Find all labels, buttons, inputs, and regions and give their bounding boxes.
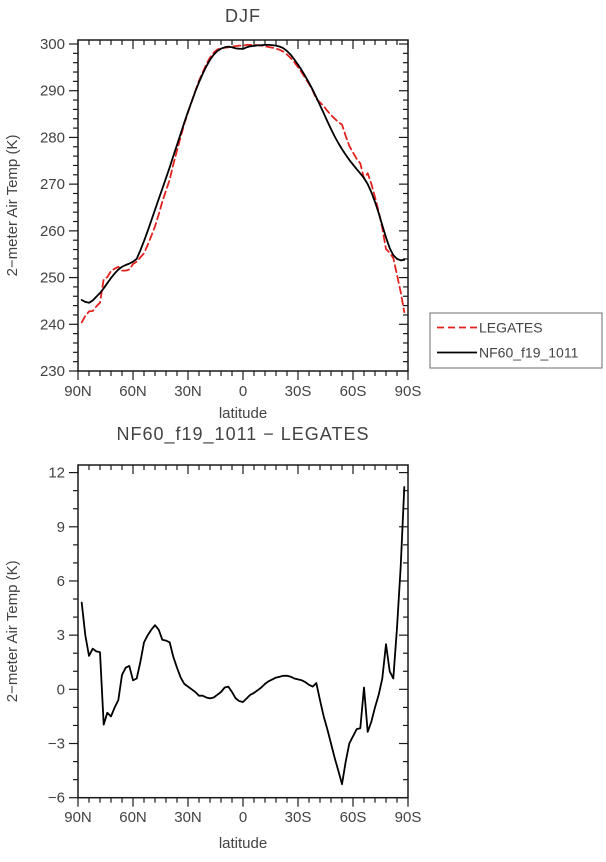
x-tick-label: 90N: [64, 809, 92, 826]
legend: LEGATES NF60_f19_1011: [429, 312, 603, 369]
x-tick-label: 30S: [285, 383, 312, 400]
x-tick-label: 60S: [340, 809, 367, 826]
x-axis-label: latitude: [219, 835, 267, 852]
y-tick-label: −3: [48, 736, 65, 753]
series-line-legates: [80, 44, 406, 324]
series-line-nf60-f19-1011: [80, 44, 406, 304]
y-tick-label: 0: [57, 681, 65, 698]
legend-label-legates: LEGATES: [479, 320, 543, 336]
x-tick-label: 0: [239, 809, 247, 826]
y-tick-label: 300: [40, 36, 65, 53]
y-tick-label: 9: [57, 519, 65, 536]
x-tick-label: 60S: [340, 383, 367, 400]
y-tick-label: 230: [40, 363, 65, 380]
y-tick-label: 6: [57, 573, 65, 590]
x-tick-label: 60N: [119, 383, 147, 400]
djf-diff-frame: [77, 464, 409, 799]
x-tick-label: 90S: [395, 809, 422, 826]
y-tick-label: 240: [40, 316, 65, 333]
y-tick-label: 3: [57, 627, 65, 644]
legend-box: [429, 312, 603, 369]
y-tick-label: 260: [40, 223, 65, 240]
x-tick-label: 90S: [395, 383, 422, 400]
djf-temp-frame: [77, 39, 409, 372]
y-tick-label: −6: [48, 790, 65, 807]
x-tick-label: 60N: [119, 809, 147, 826]
x-tick-label: 30N: [174, 809, 202, 826]
y-tick-label: 280: [40, 129, 65, 146]
x-tick-label: 30N: [174, 383, 202, 400]
chart-djf-temp: 90N 60N 30N 0 30S 60S 90S 230 240 250 260 270 280 290…: [4, 6, 603, 422]
x-tick-label: 90N: [64, 383, 92, 400]
y-tick-label: 290: [40, 83, 65, 100]
x-tick-label: 0: [239, 383, 247, 400]
y-tick-label: 250: [40, 270, 65, 287]
x-tick-label: 30S: [285, 809, 312, 826]
legend-label-nf60-f19-1011: NF60_f19_1011: [479, 345, 579, 361]
y-axis-label: 2−meter Air Temp (K): [4, 135, 21, 277]
x-axis-label: latitude: [219, 405, 267, 422]
series-line-nf60-f19-1011-legates: [80, 486, 406, 786]
chart-title-djf-temp: DJF: [225, 6, 261, 26]
y-tick-label: 270: [40, 176, 65, 193]
chart-djf-diff: 90N 60N 30N 0 30S 60S 90S −6 −3 0 3 6 9 12 NF60_f19_10…: [4, 424, 421, 852]
y-axis-label: 2−meter Air Temp (K): [4, 560, 21, 702]
y-tick-label: 12: [48, 465, 65, 482]
chart-title-djf-diff: NF60_f19_1011 − LEGATES: [117, 424, 370, 445]
